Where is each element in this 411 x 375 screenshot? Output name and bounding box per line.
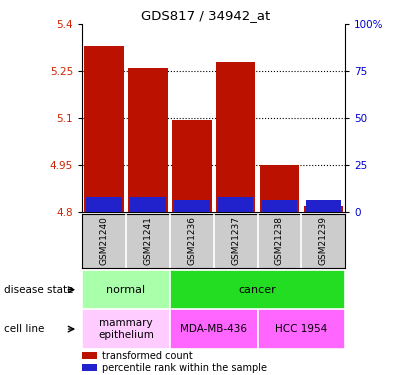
- Bar: [82, 352, 97, 359]
- Text: GSM21238: GSM21238: [275, 216, 284, 266]
- Bar: [218, 197, 254, 212]
- Text: GDS817 / 34942_at: GDS817 / 34942_at: [141, 9, 270, 22]
- Bar: [82, 309, 170, 349]
- Text: GSM21237: GSM21237: [231, 216, 240, 266]
- Bar: [262, 200, 297, 212]
- Text: GSM21241: GSM21241: [143, 216, 152, 266]
- Text: cancer: cancer: [239, 285, 277, 295]
- Bar: [84, 46, 124, 212]
- Bar: [170, 309, 258, 349]
- Text: GSM21240: GSM21240: [99, 216, 109, 266]
- Bar: [170, 270, 345, 309]
- Bar: [86, 197, 122, 212]
- Bar: [130, 197, 166, 212]
- Text: disease state: disease state: [4, 285, 74, 295]
- Bar: [172, 120, 212, 212]
- Text: transformed count: transformed count: [102, 351, 193, 361]
- Text: GSM21236: GSM21236: [187, 216, 196, 266]
- Bar: [305, 200, 341, 212]
- Bar: [174, 200, 210, 212]
- Bar: [260, 165, 299, 212]
- Text: MDA-MB-436: MDA-MB-436: [180, 324, 247, 334]
- Text: mammary
epithelium: mammary epithelium: [98, 318, 154, 340]
- Text: cell line: cell line: [4, 324, 44, 334]
- Text: normal: normal: [106, 285, 145, 295]
- Bar: [216, 62, 255, 212]
- Text: GSM21239: GSM21239: [319, 216, 328, 266]
- Bar: [82, 364, 97, 371]
- Bar: [258, 309, 345, 349]
- Bar: [128, 68, 168, 212]
- Bar: [304, 206, 343, 212]
- Text: percentile rank within the sample: percentile rank within the sample: [102, 363, 267, 373]
- Text: HCC 1954: HCC 1954: [275, 324, 328, 334]
- Bar: [82, 270, 170, 309]
